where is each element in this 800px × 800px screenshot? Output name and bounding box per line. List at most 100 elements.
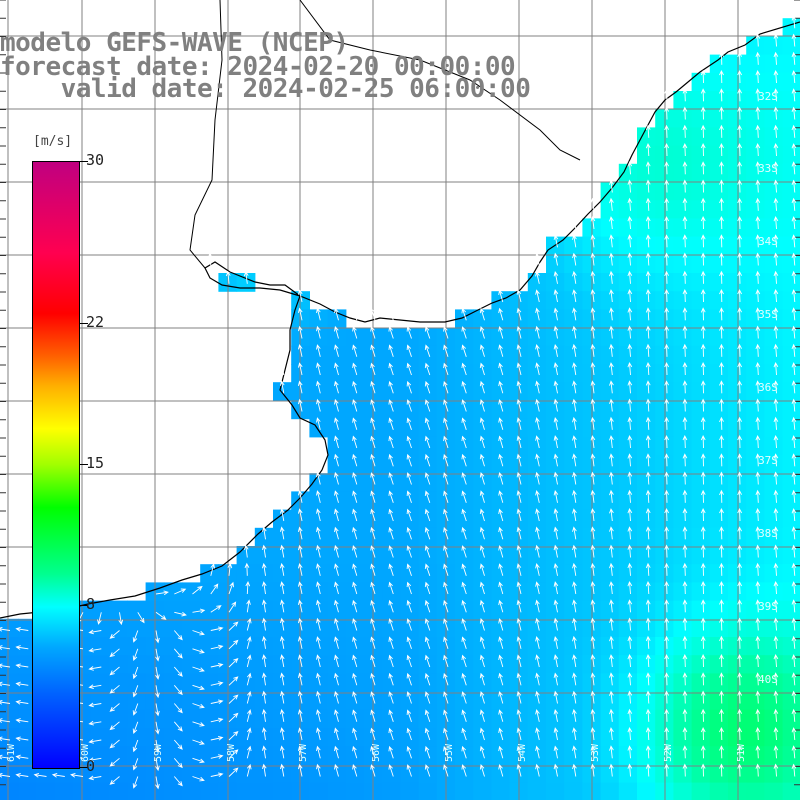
wind-arrow <box>791 197 797 211</box>
wind-arrow <box>352 709 358 722</box>
wind-arrow <box>297 398 303 412</box>
wind-arrow <box>627 489 633 503</box>
wind-speed-cell <box>764 764 784 784</box>
wind-arrow <box>700 653 706 668</box>
wind-arrow <box>590 635 596 649</box>
wind-arrow <box>700 106 706 120</box>
wind-arrow <box>700 161 706 175</box>
wind-arrow <box>261 562 267 576</box>
wind-speed-cell <box>127 691 147 711</box>
wind-arrow <box>279 562 285 576</box>
wind-arrow <box>316 636 321 649</box>
wind-speed-cell <box>637 582 656 602</box>
wind-arrow <box>682 708 688 722</box>
wind-arrow <box>755 672 761 686</box>
wind-arrow <box>424 636 431 649</box>
wind-arrow <box>609 289 614 303</box>
wind-speed-cell <box>709 145 729 165</box>
wind-arrow <box>627 343 633 357</box>
wind-arrow <box>755 69 761 84</box>
wind-speed-cell <box>691 182 711 201</box>
wind-arrow <box>352 654 358 668</box>
wind-arrow <box>246 672 252 686</box>
wind-arrow <box>627 745 633 759</box>
wind-speed-cell <box>455 709 474 729</box>
wind-arrow <box>553 307 559 321</box>
wind-arrow <box>388 545 394 558</box>
wind-arrow <box>498 581 504 595</box>
wind-speed-cell <box>309 600 329 620</box>
wind-arrow <box>174 588 187 595</box>
wind-arrow <box>719 690 724 704</box>
wind-speed-cell <box>527 309 547 329</box>
wind-arrow <box>737 526 742 540</box>
wind-speed-cell <box>673 655 693 674</box>
wind-speed-cell <box>618 345 638 365</box>
wind-arrow <box>173 739 183 750</box>
wind-arrow <box>553 562 559 576</box>
wind-speed-cell <box>546 600 565 620</box>
wind-speed-cell <box>163 746 183 765</box>
wind-arrow <box>461 472 467 485</box>
wind-speed-cell <box>527 400 547 420</box>
wind-arrow <box>590 708 596 722</box>
wind-speed-cell <box>546 327 565 347</box>
wind-speed-cell <box>418 655 438 674</box>
wind-arrow <box>225 270 231 284</box>
wind-arrow <box>316 471 321 485</box>
wind-arrow <box>210 735 224 741</box>
wind-arrow <box>627 617 633 631</box>
wind-arrow <box>590 270 596 284</box>
wind-arrow <box>0 736 11 742</box>
wind-speed-cell <box>673 364 693 383</box>
wind-speed-cell <box>782 218 800 238</box>
wind-arrow <box>316 398 321 412</box>
wind-arrow <box>406 435 412 449</box>
wind-speed-cell <box>91 782 110 800</box>
wind-arrow <box>424 453 431 467</box>
wind-speed-cell <box>455 527 474 547</box>
wind-arrow <box>370 362 376 376</box>
wind-speed-cell <box>709 764 729 784</box>
wind-arrow <box>572 544 577 558</box>
wind-speed-cell <box>728 473 747 492</box>
wind-arrow <box>773 252 779 266</box>
wind-speed-cell <box>127 637 147 656</box>
wind-speed-cell <box>746 746 765 765</box>
wind-speed-cell <box>673 91 693 110</box>
wind-speed-cell <box>127 655 147 674</box>
wind-arrow <box>572 708 577 722</box>
longitude-label: 55W <box>444 743 455 762</box>
wind-speed-cell <box>691 582 711 602</box>
wind-arrow <box>682 726 688 741</box>
wind-speed-cell <box>109 655 128 674</box>
wind-speed-cell <box>400 673 420 693</box>
wind-speed-cell <box>455 400 474 420</box>
wind-speed-cell <box>291 673 310 693</box>
wind-speed-cell <box>709 54 729 74</box>
wind-speed-cell <box>527 473 547 492</box>
wind-arrow <box>535 581 540 595</box>
wind-arrow <box>737 653 742 668</box>
wind-arrow <box>791 617 797 631</box>
wind-arrow <box>535 307 540 321</box>
wind-speed-cell <box>236 764 256 784</box>
wind-speed-cell <box>782 18 800 37</box>
wind-speed-cell <box>673 236 693 256</box>
wind-speed-cell <box>709 728 729 747</box>
wind-speed-cell <box>273 618 292 638</box>
wind-arrow <box>535 672 540 686</box>
wind-speed-cell <box>709 309 729 329</box>
wind-arrow <box>773 434 779 449</box>
wind-speed-cell <box>618 546 638 565</box>
wind-speed-cell <box>764 491 784 511</box>
wind-arrow <box>352 764 358 777</box>
wind-arrow <box>33 772 47 778</box>
wind-arrow <box>609 179 614 193</box>
wind-speed-cell <box>273 709 292 729</box>
wind-speed-cell <box>491 637 511 656</box>
wind-arrow <box>664 161 669 175</box>
wind-arrow <box>719 88 724 102</box>
wind-arrow <box>719 526 724 540</box>
wind-arrow <box>609 471 614 485</box>
